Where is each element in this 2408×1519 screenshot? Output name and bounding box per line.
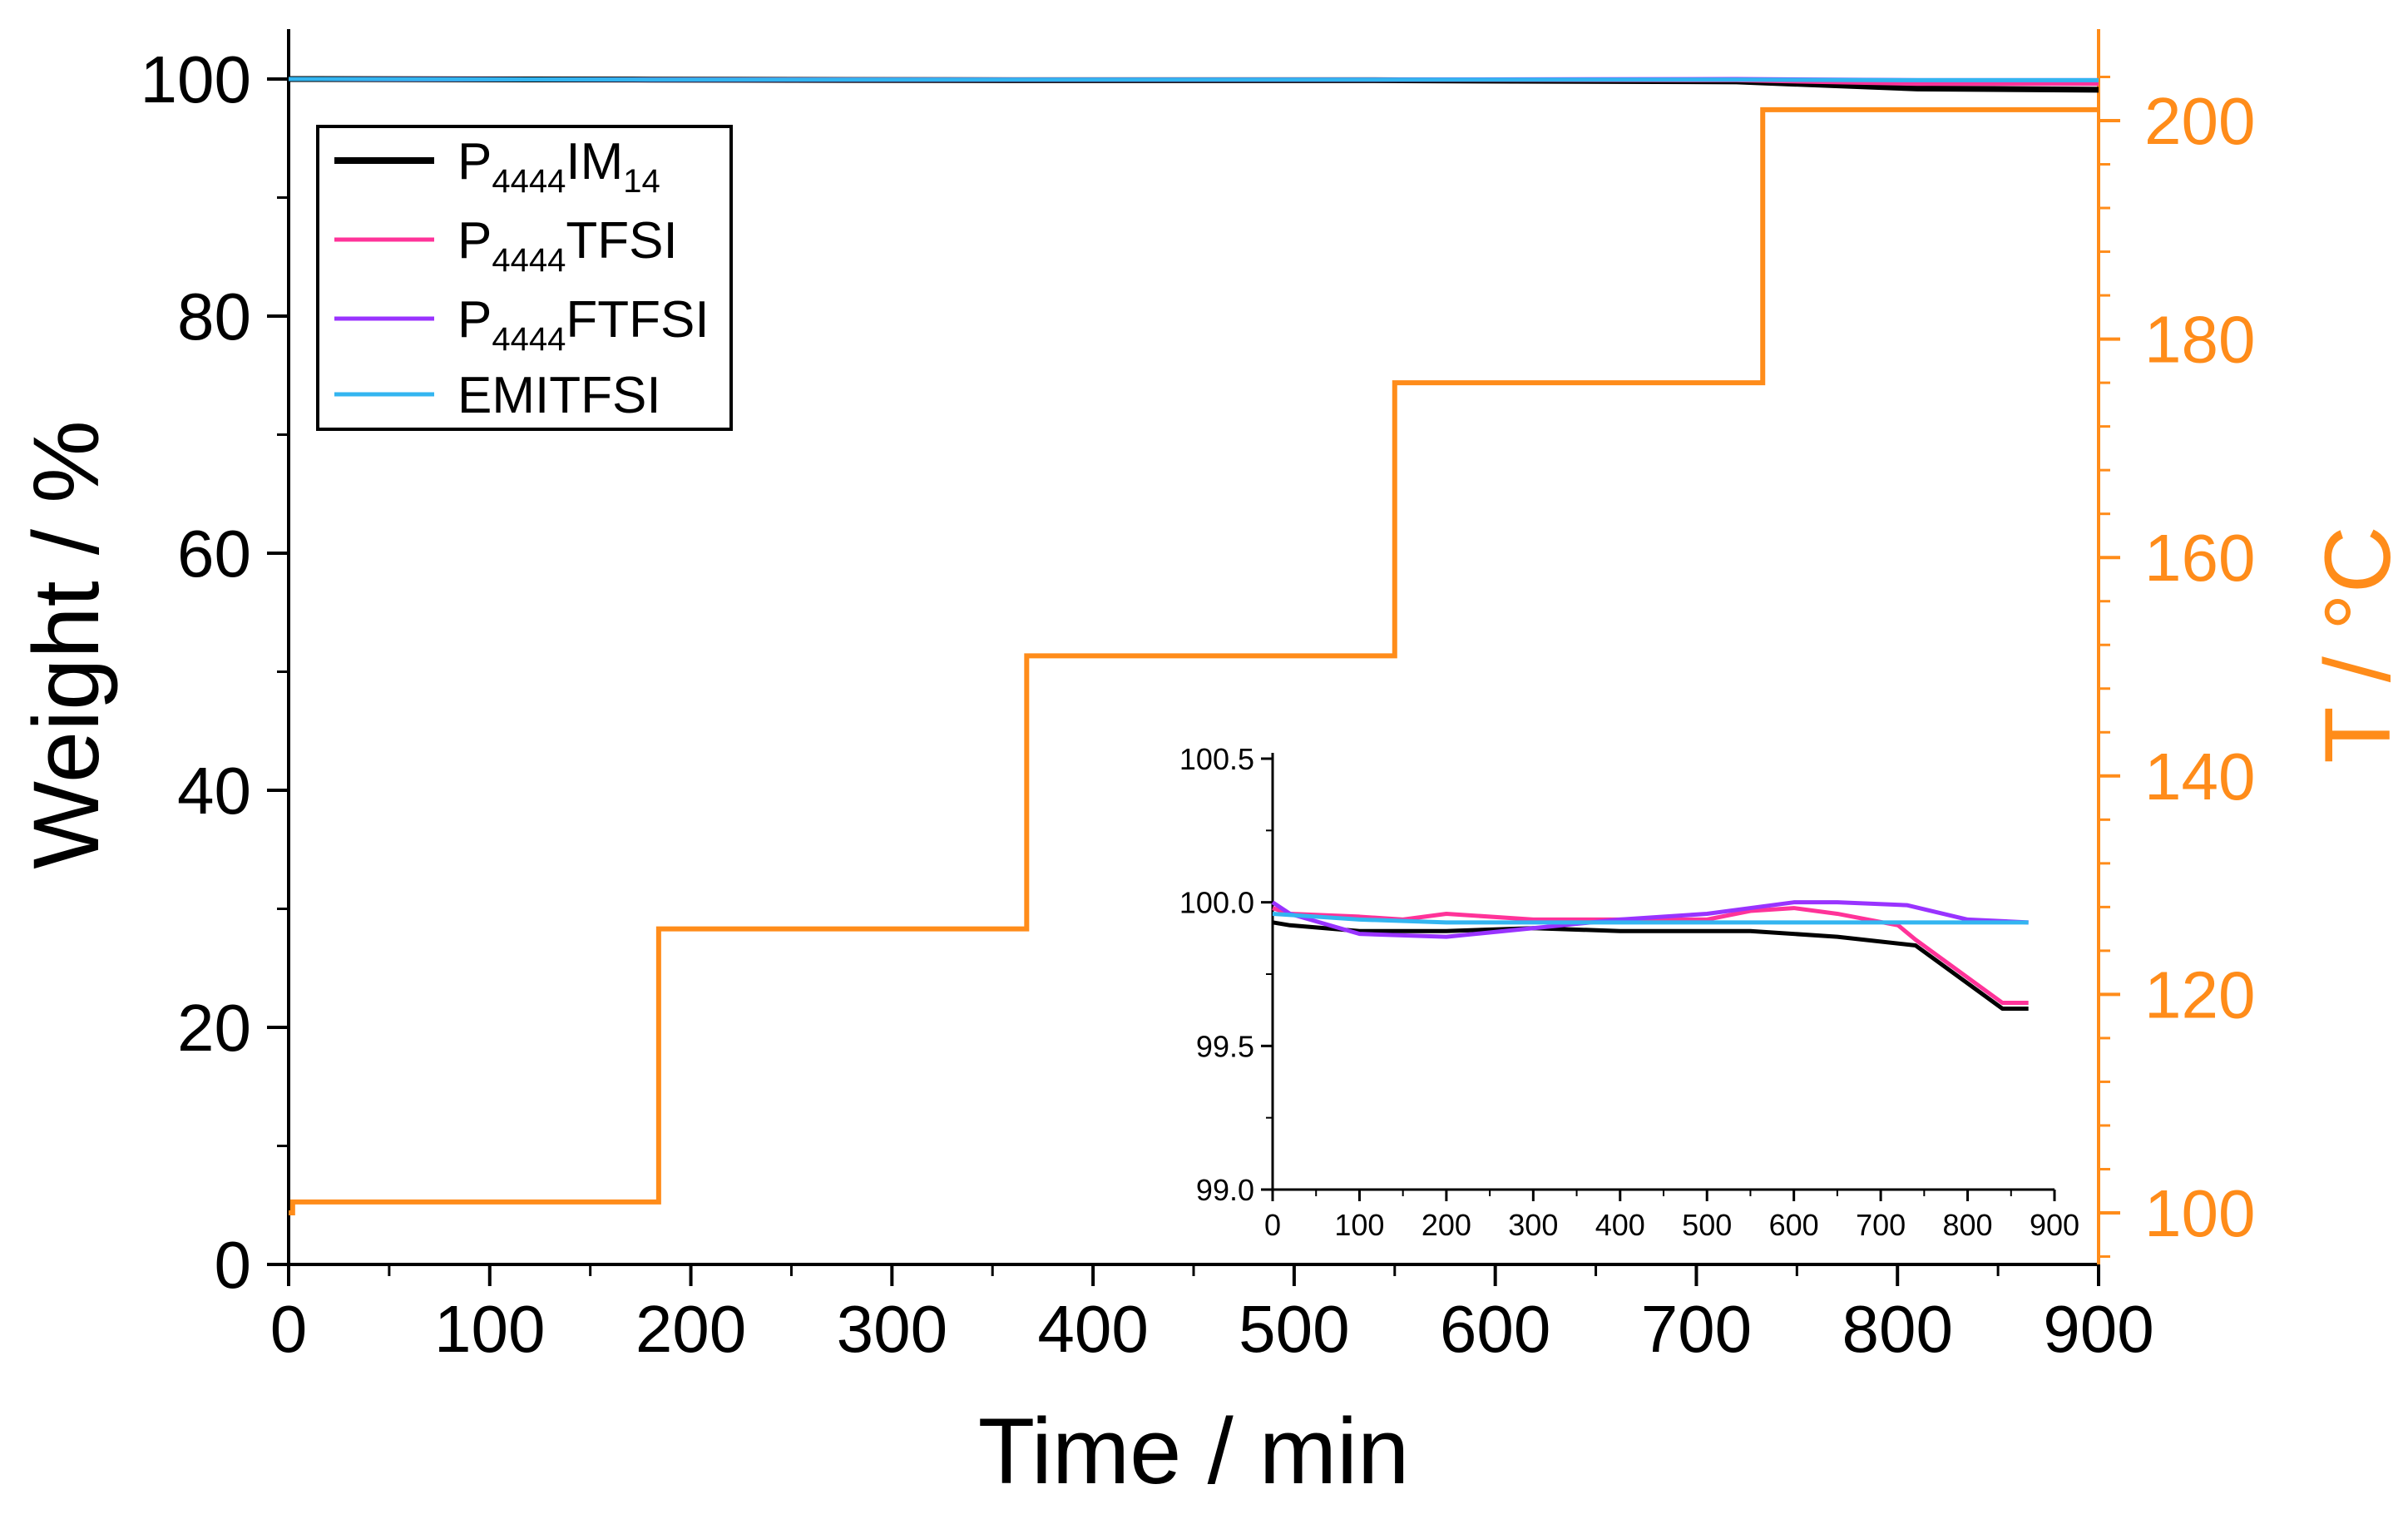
legend-label: P4444TFSI (457, 212, 678, 279)
inset-series-group (1271, 900, 2029, 1011)
main-y-tick-label: 80 (177, 280, 251, 354)
main-x-tick-label: 100 (434, 1292, 545, 1366)
legend-label: P4444IM14 (457, 133, 660, 200)
y-axis-title: Weight / % (14, 420, 118, 869)
inset-y-tick-label: 99.0 (1196, 1173, 1254, 1207)
inset-x-tick-label: 200 (1422, 1208, 1471, 1242)
main-y-tick-label: 20 (177, 991, 251, 1065)
main-y-tick-label: 0 (215, 1228, 252, 1302)
legend-label-main: FTFSI (566, 291, 709, 349)
main-x-tick-label: 200 (635, 1292, 746, 1366)
temperature-series-group (289, 106, 2099, 1215)
legend-label: EMITFSI (457, 367, 661, 424)
inset-series-line-EMITFSI (1272, 911, 2029, 925)
main-y2-tick-label: 200 (2144, 84, 2255, 158)
main-x-tick-label: 500 (1239, 1292, 1349, 1366)
main-y-tick-label: 60 (177, 517, 251, 591)
main-x-tick-label: 300 (837, 1292, 947, 1366)
legend-label-base: P (457, 212, 492, 270)
y2-axis-title: T / °C (2306, 526, 2408, 763)
main-y-tick-label: 40 (177, 754, 251, 828)
inset-x-tick-label: 100 (1334, 1208, 1384, 1242)
inset-series-line-P4444FTFSI (1271, 900, 2029, 939)
main-y2-tick-label: 100 (2144, 1176, 2255, 1250)
inset-x-tick-label: 400 (1595, 1208, 1645, 1242)
inset-plot (1271, 753, 2054, 1191)
main-series-line-EMITFSI (288, 77, 2099, 82)
legend-label-base: EMITFSI (457, 367, 661, 424)
main-y2-tick-label: 160 (2144, 521, 2255, 595)
main-y2-tick-label: 180 (2144, 303, 2255, 377)
legend-label-base: P (457, 133, 492, 190)
main-x-tick-label: 0 (270, 1292, 308, 1366)
inset-series-line-P4444TFSI (1272, 906, 2029, 1006)
inset-x-tick-label: 300 (1508, 1208, 1558, 1242)
legend-label-main: TFSI (566, 212, 677, 270)
main-y-tick-label: 100 (141, 42, 251, 116)
main-x-tick-label: 800 (1842, 1292, 1952, 1366)
inset-x-tick-label: 800 (1943, 1208, 1993, 1242)
legend-label-subscript: 4444 (492, 242, 566, 279)
inset-x-tick-label: 600 (1769, 1208, 1819, 1242)
inset-x-tick-label: 900 (2030, 1208, 2079, 1242)
inset-y-tick-label: 100.5 (1179, 742, 1254, 776)
main-x-tick-label: 600 (1440, 1292, 1550, 1366)
main-series-group (288, 76, 2099, 93)
inset-x-tick-label: 500 (1682, 1208, 1732, 1242)
legend-label-main: IM (566, 133, 623, 190)
legend-label-subscript: 14 (623, 163, 660, 200)
inset-x-tick-label: 0 (1264, 1208, 1281, 1242)
inset-y-tick-label: 99.5 (1196, 1029, 1254, 1063)
inset-y-tick-label: 100.0 (1179, 886, 1254, 920)
main-y2-ticks: 100 120 140 160 180 200 (2099, 75, 2255, 1259)
x-axis-title: Time / min (978, 1399, 1410, 1503)
inset-x-tick-label: 700 (1856, 1208, 1906, 1242)
inset-x-ticks: 0 100 200 300 400 500 600 700 800 900 (1264, 1190, 2079, 1242)
main-y-ticks: 0 20 40 60 80 100 (141, 42, 289, 1302)
inset-y-ticks: 99.0 99.5 100.0 100.5 (1179, 742, 1273, 1207)
main-x-tick-label: 400 (1037, 1292, 1148, 1366)
main-y2-tick-label: 140 (2144, 740, 2255, 814)
temperature-series-line (289, 106, 2099, 1215)
legend-label-subscript: 4444 (492, 163, 566, 200)
legend-label-subscript: 4444 (492, 321, 566, 358)
main-y2-tick-label: 120 (2144, 957, 2255, 1032)
legend-label: P4444FTFSI (457, 291, 710, 358)
main-x-tick-label: 700 (1641, 1292, 1752, 1366)
legend-label-base: P (457, 291, 492, 349)
main-x-tick-label: 900 (2043, 1292, 2153, 1366)
main-x-ticks: 0 100 200 300 400 500 600 700 800 900 (270, 1264, 2154, 1366)
legend-box (316, 125, 733, 431)
